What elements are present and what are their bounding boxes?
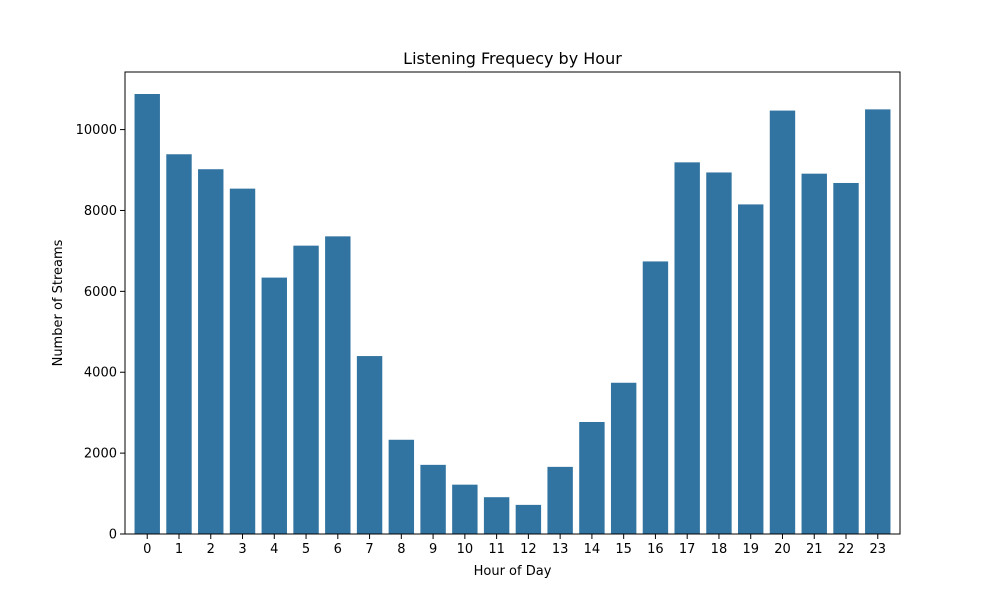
- bar-hour-8: [388, 439, 415, 534]
- bar-hour-13: [547, 466, 573, 534]
- y-tick-label: 10000: [76, 123, 117, 138]
- bar-hour-17: [674, 162, 700, 534]
- x-tick-label: 23: [869, 542, 886, 557]
- bar-hour-11: [483, 497, 510, 534]
- bar-hour-2: [198, 169, 224, 534]
- y-tick-label: 2000: [84, 447, 117, 462]
- y-tick-label: 4000: [84, 366, 117, 381]
- x-tick-label: 18: [711, 542, 728, 557]
- plot-frame: [124, 71, 901, 535]
- bar-hour-14: [579, 421, 605, 534]
- x-tick-label: 17: [679, 542, 696, 557]
- chart-title: Listening Frequecy by Hour: [403, 49, 622, 68]
- bar-hour-12: [515, 504, 542, 534]
- x-tick-label: 0: [143, 542, 151, 557]
- y-tick-label: 6000: [84, 285, 117, 300]
- bar-hour-15: [610, 382, 637, 534]
- bar-hour-21: [801, 173, 827, 535]
- bar-hour-3: [229, 188, 256, 534]
- x-tick-label: 8: [397, 542, 405, 557]
- y-axis-label: Number of Streams: [51, 239, 66, 366]
- bar-hour-0: [134, 94, 160, 534]
- bar-hour-10: [452, 484, 478, 534]
- bar-hour-23: [865, 109, 891, 535]
- x-tick-label: 10: [457, 542, 474, 557]
- x-tick-label: 5: [302, 542, 310, 557]
- bar-hour-18: [706, 172, 732, 534]
- bar-hour-6: [325, 236, 351, 534]
- x-tick-label: 14: [584, 542, 601, 557]
- y-tick-label: 8000: [84, 204, 117, 219]
- x-tick-label: 12: [520, 542, 537, 557]
- x-axis-ticks: 0 1 2 3 4 5 6 7 8 9 10 11 12 13 14 15 16 17 18 19 20 21 22 23: [143, 534, 886, 557]
- x-tick-label: 15: [615, 542, 632, 557]
- bar-hour-22: [833, 182, 859, 534]
- bar-hour-4: [261, 277, 287, 534]
- x-tick-label: 7: [365, 542, 373, 557]
- x-tick-label: 20: [774, 542, 791, 557]
- y-tick-label: 0: [109, 528, 117, 543]
- y-axis-ticks: 0 2000 4000 6000 8000 10000: [76, 123, 125, 543]
- bar-hour-9: [420, 464, 446, 534]
- x-tick-label: 6: [334, 542, 342, 557]
- x-tick-label: 2: [207, 542, 215, 557]
- x-tick-label: 11: [488, 542, 505, 557]
- bar-hour-7: [356, 356, 383, 534]
- bar-hour-20: [769, 110, 796, 534]
- x-tick-label: 3: [238, 542, 246, 557]
- x-tick-label: 22: [838, 542, 855, 557]
- x-axis-label: Hour of Day: [474, 564, 552, 579]
- bar-hour-5: [293, 245, 319, 534]
- x-tick-label: 1: [175, 542, 183, 557]
- bar-hour-16: [642, 261, 669, 534]
- bar-hour-19: [738, 204, 764, 534]
- bar-hour-1: [166, 154, 192, 534]
- x-tick-label: 21: [806, 542, 823, 557]
- bars-layer: [134, 94, 891, 535]
- x-tick-label: 13: [552, 542, 569, 557]
- x-tick-label: 4: [270, 542, 278, 557]
- x-tick-label: 16: [647, 542, 664, 557]
- x-tick-label: 19: [742, 542, 759, 557]
- x-tick-label: 9: [429, 542, 437, 557]
